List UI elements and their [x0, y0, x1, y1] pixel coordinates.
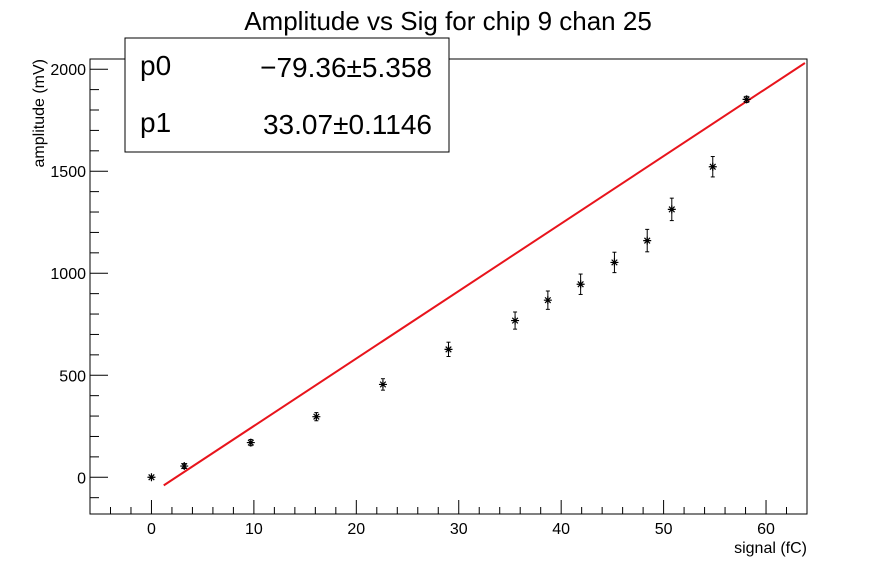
axis-tick-labels: 0 10 20 30 40 50 60 0 500 1000 1500 2000	[50, 62, 775, 538]
y-tick-label: 1000	[50, 266, 86, 283]
data-point	[610, 251, 619, 274]
data-point	[576, 273, 585, 295]
x-tick-label: 30	[450, 521, 468, 538]
y-tick-label: 1500	[50, 164, 86, 181]
data-point	[246, 438, 255, 447]
stat-p0-value: −79.36±5.358	[260, 52, 432, 83]
data-point	[667, 197, 676, 222]
chart-title: Amplitude vs Sig for chip 9 chan 25	[244, 6, 652, 36]
star-marker	[667, 205, 676, 214]
star-marker	[378, 380, 387, 389]
data-point	[147, 473, 156, 482]
x-tick-label: 40	[552, 521, 570, 538]
y-tick-label: 0	[77, 470, 86, 487]
data-point	[543, 290, 552, 310]
star-marker	[511, 316, 520, 325]
axis-ticks	[89, 68, 808, 514]
data-points	[147, 95, 751, 482]
star-marker	[180, 462, 189, 471]
star-marker	[444, 345, 453, 354]
x-tick-label: 0	[147, 521, 156, 538]
data-point	[444, 341, 453, 357]
stats-box-border	[124, 37, 450, 153]
star-marker	[312, 412, 321, 421]
stat-p0-error: 5.358	[362, 52, 432, 83]
stat-p0-plusminus: ±	[347, 52, 362, 83]
x-tick-label: 50	[655, 521, 673, 538]
y-tick-label: 500	[59, 368, 86, 385]
y-axis-title: amplitude (mV)	[31, 59, 48, 167]
star-marker	[147, 473, 156, 482]
fit-line-group	[163, 62, 806, 487]
stat-p0-name: p0	[140, 50, 171, 81]
x-tick-label: 20	[347, 521, 365, 538]
star-marker	[246, 438, 255, 447]
star-marker	[576, 280, 585, 289]
data-point	[708, 156, 717, 178]
star-marker	[708, 162, 717, 171]
stat-p0-estimate: −79.36	[260, 52, 346, 83]
fit-line	[163, 62, 806, 487]
star-marker	[742, 95, 751, 104]
y-tick-label: 2000	[50, 62, 86, 79]
data-point	[180, 462, 189, 471]
stat-p1-estimate: 33.07	[263, 109, 333, 140]
x-tick-label: 10	[245, 521, 263, 538]
data-point	[312, 412, 321, 422]
x-axis-title: signal (fC)	[734, 540, 807, 557]
data-point	[742, 95, 751, 104]
fit-stats-box: p0 −79.36±5.358 p1 33.07±0.1146	[124, 37, 450, 153]
star-marker	[543, 296, 552, 305]
stat-p1-value: 33.07±0.1146	[263, 109, 432, 140]
x-tick-label: 60	[757, 521, 775, 538]
data-point	[511, 311, 520, 330]
data-point	[643, 228, 652, 253]
stat-p1-error: 0.1146	[348, 109, 432, 140]
star-marker	[610, 258, 619, 267]
stat-p1-name: p1	[140, 107, 171, 138]
stat-p1-plusminus: ±	[333, 109, 348, 140]
data-point	[378, 378, 387, 391]
star-marker	[643, 236, 652, 245]
